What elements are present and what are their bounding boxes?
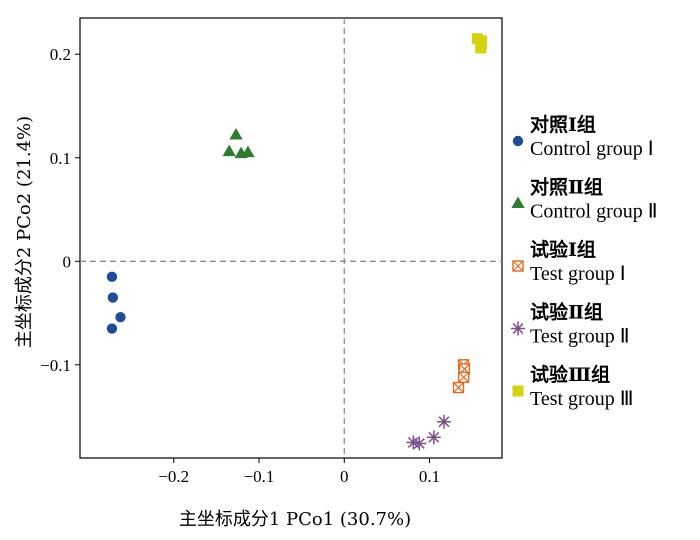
legend-label-cn: 对照Ⅰ组 <box>530 113 596 136</box>
legend-label-cn: 对照Ⅱ组 <box>530 176 603 199</box>
y-tick-label: −0.1 <box>40 356 71 375</box>
triangle-marker <box>229 127 243 140</box>
data-point <box>476 38 488 50</box>
y-axis-title: 主坐标成分2 PCo2 (21.4%) <box>14 116 35 348</box>
legend-label-cn: 试验Ⅲ组 <box>530 363 610 386</box>
asterisk-stroke <box>438 416 450 428</box>
legend-marker <box>512 385 524 397</box>
data-point <box>241 145 255 158</box>
data-points <box>106 33 488 451</box>
y-tick-label: 0 <box>63 252 72 271</box>
legend-marker <box>511 196 525 209</box>
x-tick-label: −0.1 <box>244 467 275 486</box>
legend-label-cn: 试验Ⅱ组 <box>530 301 603 324</box>
circle-marker <box>107 292 119 303</box>
x-tick-label: 0.1 <box>419 467 440 486</box>
legend-label-en: Test group Ⅰ <box>530 263 626 285</box>
legend-label-cn: 试验Ⅰ组 <box>530 238 596 261</box>
x-tick-label: −0.2 <box>158 467 189 486</box>
data-point <box>452 381 465 394</box>
plot-frame <box>79 17 503 459</box>
asterisk-stroke <box>512 323 524 334</box>
legend-label-en: Test group Ⅲ <box>530 388 634 410</box>
x-tick-label: 0 <box>340 467 349 486</box>
data-point <box>426 430 441 445</box>
circle-marker <box>512 135 524 147</box>
asterisk-stroke <box>407 436 419 448</box>
asterisk-stroke <box>413 438 425 449</box>
axis-ticks: −0.2 −0.1 0 0.1 −0.1 0 0.1 0.2 <box>40 45 440 486</box>
data-point <box>107 292 119 303</box>
data-point <box>106 271 118 283</box>
data-point <box>115 312 126 323</box>
data-point <box>437 414 452 429</box>
x-axis-title: 主坐标成分1 PCo1 (30.7%) <box>179 509 411 530</box>
circle-marker <box>106 271 118 283</box>
reference-lines <box>80 18 502 458</box>
plot-border <box>79 17 503 459</box>
asterisk-stroke <box>428 431 440 443</box>
legend-label-en: Control group Ⅰ <box>530 138 654 160</box>
data-point <box>406 435 421 450</box>
data-point <box>106 323 118 334</box>
cross-line <box>453 382 464 394</box>
triangle-marker <box>511 196 525 209</box>
circle-marker <box>106 323 118 334</box>
square-marker <box>476 38 488 50</box>
triangle-marker <box>222 144 236 157</box>
legend-marker <box>512 135 524 147</box>
data-point <box>222 144 236 157</box>
data-point <box>229 127 243 140</box>
cross-line <box>458 371 470 383</box>
legend-marker <box>512 260 524 272</box>
triangle-marker <box>241 145 255 158</box>
square-marker <box>512 385 524 397</box>
circle-marker <box>115 312 126 323</box>
legend-label-en: Test group Ⅱ <box>530 326 630 348</box>
y-tick-label: 0.1 <box>50 149 71 168</box>
legend-label-en: Control group Ⅱ <box>530 201 658 223</box>
cross-line <box>512 260 524 272</box>
y-tick-label: 0.2 <box>50 45 71 64</box>
legend-marker <box>511 321 525 336</box>
data-point <box>457 371 470 383</box>
